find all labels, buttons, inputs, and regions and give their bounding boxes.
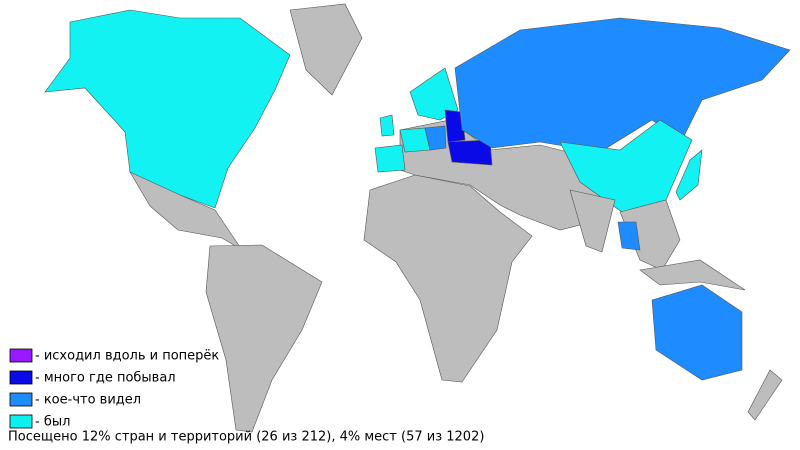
legend-label: - исходил вдоль и поперёк [35, 349, 219, 364]
legend-label: - много где побывал [35, 371, 176, 386]
legend-swatch [9, 392, 33, 407]
countries [44, 3, 791, 433]
legend-swatch [9, 414, 33, 429]
legend: - исходил вдоль и поперёк - много где поб… [9, 348, 219, 430]
legend-label: - кое-что видел [35, 393, 141, 408]
legend-swatch [9, 370, 33, 385]
legend-label: - был [35, 415, 70, 430]
footer-text: Посещено 12% стран и территорий (26 из 2… [8, 430, 484, 445]
legend-swatch [9, 348, 33, 363]
